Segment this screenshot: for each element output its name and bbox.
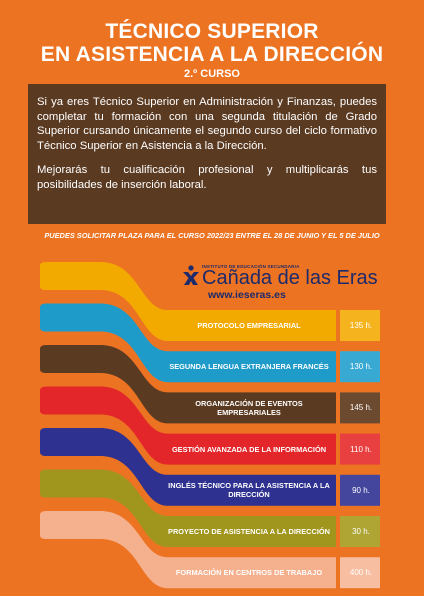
school-logo-icon <box>183 265 199 285</box>
module-label: ORGANIZACIÓN DE EVENTOS EMPRESARIALES <box>195 398 303 417</box>
module-hours-box <box>340 392 380 424</box>
module-ribbon <box>40 428 336 506</box>
logo-website: www.ieseras.es <box>208 289 286 301</box>
logo-school-name: Cañada de las Eras <box>202 267 378 289</box>
module-hours: 130 h. <box>349 362 373 372</box>
info-box: Si ya eres Técnico Superior en Administr… <box>28 84 386 224</box>
info-paragraph-1: Si ya eres Técnico Superior en Administr… <box>37 96 377 152</box>
module-hours: 400 h. <box>349 568 373 578</box>
module-hours: 145 h. <box>349 403 373 413</box>
course-subtitle: 2.º CURSO <box>184 68 240 80</box>
module-ribbon <box>40 511 336 589</box>
module-hours-box <box>340 310 380 341</box>
module-hours-box <box>340 557 380 589</box>
module-hours-box <box>340 516 380 547</box>
module-label: INGLÉS TÉCNICO PARA LA ASISTENCIA A LA D… <box>168 481 330 500</box>
enrollment-notice: PUEDES SOLICITAR PLAZA PARA EL CURSO 202… <box>44 231 380 240</box>
module-label: PROTOCOLO EMPRESARIAL <box>197 321 301 330</box>
module-label: PROYECTO DE ASISTENCIA A LA DIRECCIÓN <box>168 527 330 536</box>
info-paragraph-2: Mejorarás tu cualificación profesional y… <box>37 164 377 191</box>
module-hours-box <box>340 433 380 465</box>
school-logo: INSTITUTO DE EDUCACIÓN SECUNDARIA Cañada… <box>180 264 390 310</box>
module-hours: 135 h. <box>349 321 373 330</box>
module-hours: 30 h. <box>352 527 370 536</box>
logo-institute-text: INSTITUTO DE EDUCACIÓN SECUNDARIA <box>202 264 300 269</box>
module-ribbon <box>40 345 336 424</box>
module-label: GESTIÓN AVANZADA DE LA INFORMACIÓN <box>171 444 327 454</box>
title-line-1: TÉCNICO SUPERIOR <box>105 20 319 43</box>
module-ribbon <box>40 262 336 341</box>
module-hours: 90 h. <box>352 485 370 495</box>
module-label: FORMACIÓN EN CENTROS DE TRABAJO <box>175 568 323 578</box>
module-hours-box <box>340 351 380 383</box>
title-line-2: EN ASISTENCIA A LA DIRECCIÓN <box>40 43 384 66</box>
module-ribbon <box>40 303 336 383</box>
module-ribbon <box>40 469 336 547</box>
module-label: SEGUNDA LENGUA EXTRANJERA FRANCÉS <box>169 362 329 372</box>
module-hours-box <box>340 474 380 506</box>
module-hours: 110 h. <box>350 444 372 454</box>
module-ribbon <box>40 386 336 465</box>
